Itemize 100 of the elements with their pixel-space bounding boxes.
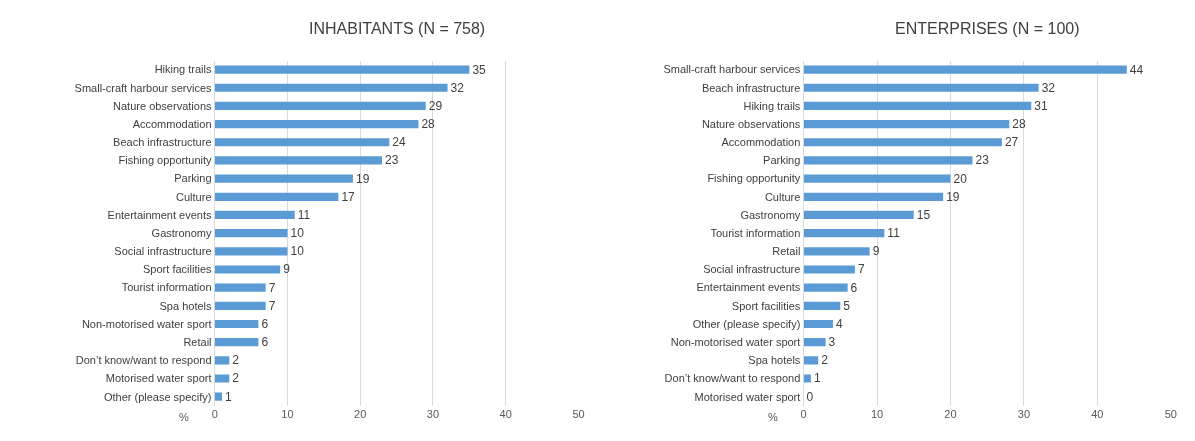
y-tick-label: Other (please specify) (692, 317, 801, 330)
data-label: 15 (916, 207, 931, 222)
y-tick-label: Social infrastructure (703, 263, 801, 276)
data-label: 4 (835, 316, 843, 331)
data-label: 35 (472, 62, 487, 77)
y-tick-label: Sport facilities (731, 299, 801, 312)
bar (214, 174, 353, 183)
bar (803, 374, 811, 383)
bar (803, 283, 848, 292)
bar (214, 283, 266, 292)
y-tick-label: Hiking trails (154, 63, 213, 76)
y-tick-label: Motorised water sport (105, 372, 212, 385)
bar (214, 156, 383, 165)
y-tick-label: Retail (772, 245, 801, 258)
y-tick-label: Social infrastructure (114, 245, 212, 258)
bar (803, 356, 819, 365)
data-label: 2 (232, 371, 240, 386)
bar (214, 356, 230, 365)
data-label: 20 (953, 171, 968, 186)
y-tick-label: Beach infrastructure (701, 81, 801, 94)
data-label: 1 (225, 389, 232, 404)
y-tick-label: Don’t know/want to respond (664, 372, 801, 385)
y-tick-label: Spa hotels (159, 299, 213, 312)
data-label: 11 (887, 226, 901, 241)
bar (803, 138, 1002, 147)
bar (214, 374, 230, 383)
bar (214, 138, 390, 147)
data-label: 9 (872, 244, 880, 259)
bar (803, 101, 1032, 111)
chart-title: INHABITANTS (N = 758) (309, 20, 486, 37)
y-tick-label: Fishing opportunity (707, 172, 801, 185)
bar (214, 301, 266, 310)
data-label: 0 (806, 389, 814, 404)
bar (803, 265, 855, 274)
data-label: 19 (946, 189, 960, 204)
y-tick-label: Fishing opportunity (118, 154, 213, 167)
bar (803, 192, 944, 201)
y-tick-label: Beach infrastructure (113, 136, 212, 149)
data-label: 3 (828, 335, 836, 350)
bar (214, 319, 259, 329)
y-tick-label: Small-craft harbour services (74, 81, 213, 94)
y-tick-label: Spa hotels (748, 354, 801, 367)
bar (214, 101, 426, 111)
data-label: 17 (341, 189, 356, 204)
data-label: 2 (821, 353, 829, 368)
y-tick-label: Other (please specify) (103, 390, 212, 403)
data-label: 10 (290, 244, 305, 259)
bar (803, 83, 1039, 92)
chart-title: ENTERPRISES (N = 100) (895, 20, 1080, 37)
data-label: 28 (421, 117, 436, 132)
bar (803, 319, 833, 329)
y-tick-label: Entertainment events (696, 281, 801, 294)
y-tick-label: Accommodation (721, 136, 801, 149)
y-tick-label: Retail (183, 336, 212, 348)
bar (803, 120, 1010, 129)
data-label: 2 (232, 353, 240, 368)
bar (803, 338, 826, 347)
data-label: 31 (1034, 98, 1048, 113)
y-tick-label: Sport facilities (143, 263, 212, 276)
y-tick-label: Nature observations (113, 99, 213, 112)
bar (214, 210, 295, 220)
data-label: 24 (392, 135, 407, 150)
x-axis-title: % (179, 411, 189, 423)
bar (214, 120, 419, 129)
x-tick-label: 50 (572, 407, 585, 420)
bar (214, 83, 448, 92)
data-label: 29 (428, 98, 443, 113)
bar (803, 156, 973, 165)
bar (214, 192, 339, 201)
data-label: 10 (290, 226, 305, 241)
bar (214, 392, 222, 401)
y-tick-label: Gastronomy (151, 226, 213, 239)
data-label: 28 (1012, 117, 1026, 132)
data-label: 5 (843, 298, 851, 313)
y-tick-label: Entertainment events (107, 208, 213, 221)
x-tick-label: 30 (426, 407, 440, 420)
x-tick-label: 50 (1164, 407, 1177, 420)
y-tick-label: Tourist information (710, 226, 801, 239)
data-label: 6 (261, 335, 269, 350)
data-label: 1 (813, 371, 821, 386)
y-tick-label: Motorised water sport (694, 390, 801, 403)
data-label: 32 (450, 80, 465, 95)
bar (803, 174, 951, 183)
x-tick-label: 10 (870, 407, 884, 420)
x-tick-label: 40 (499, 407, 512, 420)
data-label: 6 (261, 316, 269, 331)
bar (803, 65, 1127, 74)
y-tick-label: Non-motorised water sport (81, 317, 212, 330)
y-tick-label: Culture (764, 190, 801, 203)
data-label: 19 (355, 171, 370, 186)
bar (803, 210, 914, 220)
bar (803, 301, 841, 310)
data-label: 32 (1041, 80, 1056, 95)
data-label: 23 (975, 153, 990, 168)
data-label: 7 (268, 280, 276, 295)
data-label: 11 (297, 207, 311, 222)
data-label: 23 (385, 153, 399, 168)
x-tick-label: 0 (800, 407, 807, 420)
y-tick-label: Accommodation (132, 117, 212, 130)
x-tick-label: 0 (211, 407, 218, 420)
